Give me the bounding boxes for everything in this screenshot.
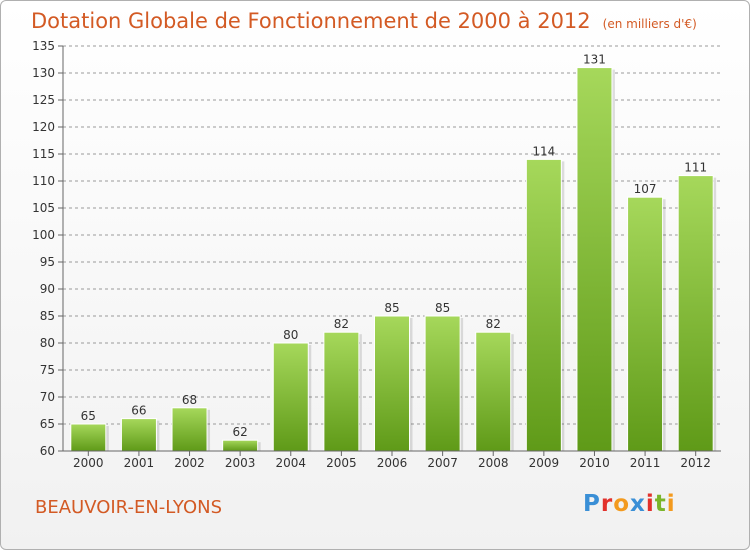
- y-tick-label: 85: [40, 309, 55, 323]
- y-tick-label: 115: [32, 147, 55, 161]
- bar-2001: [120, 418, 157, 452]
- data-label-2012: 111: [684, 161, 707, 175]
- bar-2012: [677, 175, 714, 452]
- data-label-2003: 62: [233, 425, 248, 439]
- bar-2003: [222, 439, 259, 452]
- data-label-2005: 82: [334, 317, 349, 331]
- x-tick-label: 2007: [427, 456, 458, 470]
- y-tick-label: 75: [40, 363, 55, 377]
- bar-2006: [374, 315, 410, 452]
- data-labels: 65 66 68 62 80 82 85 85 82 114 131 107 111: [81, 53, 707, 440]
- chart-title: Dotation Globale de Fonctionnement de 20…: [31, 9, 697, 33]
- x-tick-label: 2009: [529, 456, 560, 470]
- y-tick-label: 105: [32, 201, 55, 215]
- data-label-2010: 131: [583, 53, 606, 67]
- x-tick-label: 2000: [73, 456, 104, 470]
- data-label-2009: 114: [532, 144, 555, 158]
- x-tick-label: 2006: [377, 456, 408, 470]
- y-tick-label: 125: [32, 93, 55, 107]
- bars: [70, 67, 717, 452]
- data-label-2002: 68: [182, 393, 197, 407]
- data-label-2000: 65: [81, 409, 96, 423]
- chart-unit: (en milliers d'€): [602, 17, 697, 31]
- bar-2010: [576, 67, 613, 452]
- data-label-2011: 107: [634, 182, 657, 196]
- data-label-2001: 66: [131, 404, 146, 418]
- y-tick-label: 100: [32, 228, 55, 242]
- x-tick-label: 2002: [174, 456, 205, 470]
- x-tick-label: 2004: [275, 456, 306, 470]
- data-label-2008: 82: [486, 317, 501, 331]
- x-tick-label: 2010: [579, 456, 610, 470]
- data-label-2007: 85: [435, 301, 450, 315]
- bar-2007: [424, 315, 461, 452]
- y-tick-label: 65: [40, 417, 55, 431]
- x-tick-label: 2001: [124, 456, 155, 470]
- x-tick-label: 2008: [478, 456, 509, 470]
- x-tick-label: 2011: [630, 456, 661, 470]
- y-tick-label: 95: [40, 255, 55, 269]
- y-tick-label: 70: [40, 390, 55, 404]
- axes: 60 65 70 75 80 85 90 95 100 105 110 115 120 125 130 135…: [32, 39, 721, 470]
- y-tick-label: 110: [32, 174, 55, 188]
- bar-2000: [70, 423, 107, 452]
- y-tick-label: 80: [40, 336, 55, 350]
- bar-2002: [171, 407, 208, 452]
- data-label-2006: 85: [384, 301, 399, 315]
- data-label-2004: 80: [283, 328, 298, 342]
- y-tick-label: 120: [32, 120, 55, 134]
- bar-2011: [627, 196, 664, 452]
- commune-name: BEAUVOIR-EN-LYONS: [35, 497, 222, 518]
- bar-2008: [475, 331, 512, 452]
- x-tick-label: 2003: [225, 456, 256, 470]
- bar-2005: [323, 331, 360, 452]
- x-tick-label: 2012: [680, 456, 711, 470]
- x-tick-label: 2005: [326, 456, 357, 470]
- y-tick-label: 135: [32, 39, 55, 53]
- y-tick-label: 60: [40, 444, 55, 458]
- proxiti-logo: Proxiti: [583, 491, 676, 517]
- y-tick-label: 130: [32, 66, 55, 80]
- y-tick-label: 90: [40, 282, 55, 296]
- chart-title-text: Dotation Globale de Fonctionnement de 20…: [31, 9, 591, 33]
- bar-2004: [272, 342, 309, 452]
- bar-2009: [525, 158, 562, 452]
